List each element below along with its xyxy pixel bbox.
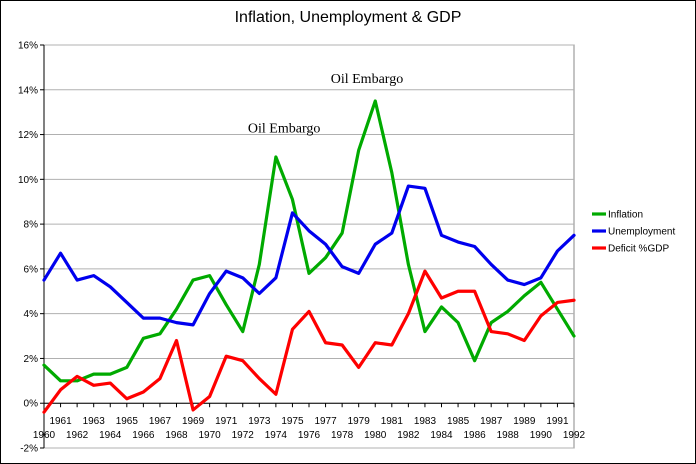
series-lines [42, 99, 576, 414]
x-tick-label: 1985 [447, 416, 470, 427]
y-tick-label: 12% [18, 130, 38, 141]
x-tick-label: 1966 [132, 430, 155, 441]
x-tick-label: 1968 [165, 430, 188, 441]
plot-area [43, 44, 575, 449]
x-tick-label: 1969 [182, 416, 205, 427]
y-tick-label: 14% [18, 85, 38, 96]
x-tick-label: 1991 [546, 416, 569, 427]
y-tick-label: 10% [18, 175, 38, 186]
series-line-unemployment [42, 184, 576, 327]
chart-title: Inflation, Unemployment & GDP [234, 9, 462, 26]
legend: Inflation Unemployment Deficit %GDP [592, 210, 675, 255]
x-tick-label: 1989 [513, 416, 536, 427]
x-tick-label: 1973 [248, 416, 271, 427]
legend-label-deficit-gdp: Deficit %GDP [608, 244, 669, 255]
x-tick-label: 1983 [414, 416, 437, 427]
x-tick-label: 1992 [563, 430, 586, 441]
x-tick-label: 1982 [397, 430, 420, 441]
x-tick-label: 1976 [298, 430, 321, 441]
y-tick-label: -2% [20, 444, 38, 455]
x-tick-label: 1990 [530, 430, 553, 441]
axes: -2% 0% 2% 4% 6% 8% 10% 12% 14% 16% 1960 1961 1962 196… [18, 41, 586, 455]
x-tick-label: 1978 [331, 430, 354, 441]
x-tick-label: 1979 [348, 416, 371, 427]
x-tick-label: 1971 [215, 416, 238, 427]
y-tick-label: 16% [18, 41, 38, 52]
gridlines [44, 44, 574, 449]
x-tick-label: 1974 [265, 430, 288, 441]
x-tick-label: 1965 [116, 416, 139, 427]
series-line-deficit-gdp [42, 269, 576, 414]
y-tick-label: 0% [24, 399, 39, 410]
legend-label-inflation: Inflation [608, 210, 643, 221]
x-tick-label: 1981 [381, 416, 404, 427]
x-tick-label: 1962 [66, 430, 89, 441]
annotation-label: Oil Embargo [248, 121, 320, 136]
x-tick-label: 1960 [33, 430, 56, 441]
series-line-inflation [42, 99, 576, 383]
x-tick-label: 1970 [199, 430, 222, 441]
x-tick-label: 1987 [480, 416, 503, 427]
x-tick-label: 1988 [497, 430, 520, 441]
y-tick-label: 2% [24, 354, 39, 365]
annotations: Oil Embargo Oil Embargo [248, 72, 403, 136]
annotation-label: Oil Embargo [331, 72, 403, 87]
y-tick-label: 6% [24, 264, 39, 275]
x-tick-label: 1963 [83, 416, 106, 427]
x-tick-label: 1977 [314, 416, 337, 427]
x-tick-label: 1964 [99, 430, 122, 441]
x-tick-label: 1984 [430, 430, 453, 441]
y-tick-label: 4% [24, 309, 39, 320]
y-tick-label: 8% [24, 220, 39, 231]
x-tick-label: 1980 [364, 430, 387, 441]
x-tick-label: 1967 [149, 416, 172, 427]
x-tick-label: 1961 [49, 416, 72, 427]
legend-label-unemployment: Unemployment [608, 227, 675, 238]
x-tick-label: 1972 [232, 430, 255, 441]
x-tick-label: 1975 [281, 416, 304, 427]
x-tick-label: 1986 [464, 430, 487, 441]
